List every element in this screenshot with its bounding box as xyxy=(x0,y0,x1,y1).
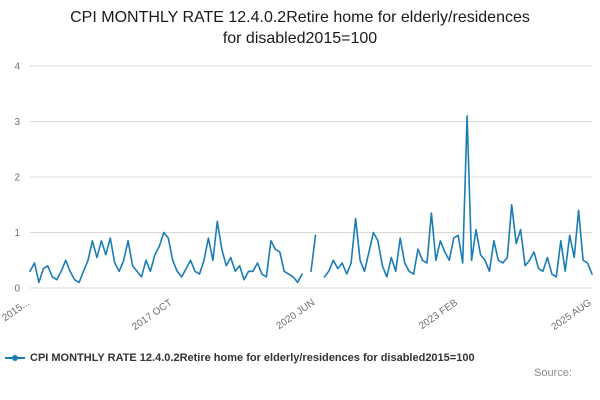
chart-svg: 0 1 2 3 4 2015... 2017 OCT 2020 JUN 2023 FEB 2025… xyxy=(0,61,594,333)
svg-text:2025 AUG: 2025 AUG xyxy=(550,297,594,333)
svg-text:2015...: 2015... xyxy=(0,297,31,324)
legend-label: CPI MONTHLY RATE 12.4.0.2Retire home for… xyxy=(30,351,475,364)
svg-text:2: 2 xyxy=(14,172,20,183)
svg-text:3: 3 xyxy=(14,117,20,128)
svg-text:1: 1 xyxy=(14,228,20,239)
svg-text:2017 OCT: 2017 OCT xyxy=(130,297,174,332)
source-label: Source: xyxy=(534,366,572,379)
svg-text:2020 JUN: 2020 JUN xyxy=(274,297,317,332)
chart-title: CPI MONTHLY RATE 12.4.0.2Retire home for… xyxy=(70,9,530,47)
svg-text:4: 4 xyxy=(14,61,20,72)
legend-line-icon xyxy=(5,354,25,361)
svg-text:0: 0 xyxy=(14,283,20,294)
plot-area: 0 1 2 3 4 2015... 2017 OCT 2020 JUN 2023 FEB 2025… xyxy=(0,50,600,350)
legend-item[interactable]: CPI MONTHLY RATE 12.4.0.2Retire home for… xyxy=(0,350,600,364)
svg-text:2023 FEB: 2023 FEB xyxy=(417,297,460,332)
